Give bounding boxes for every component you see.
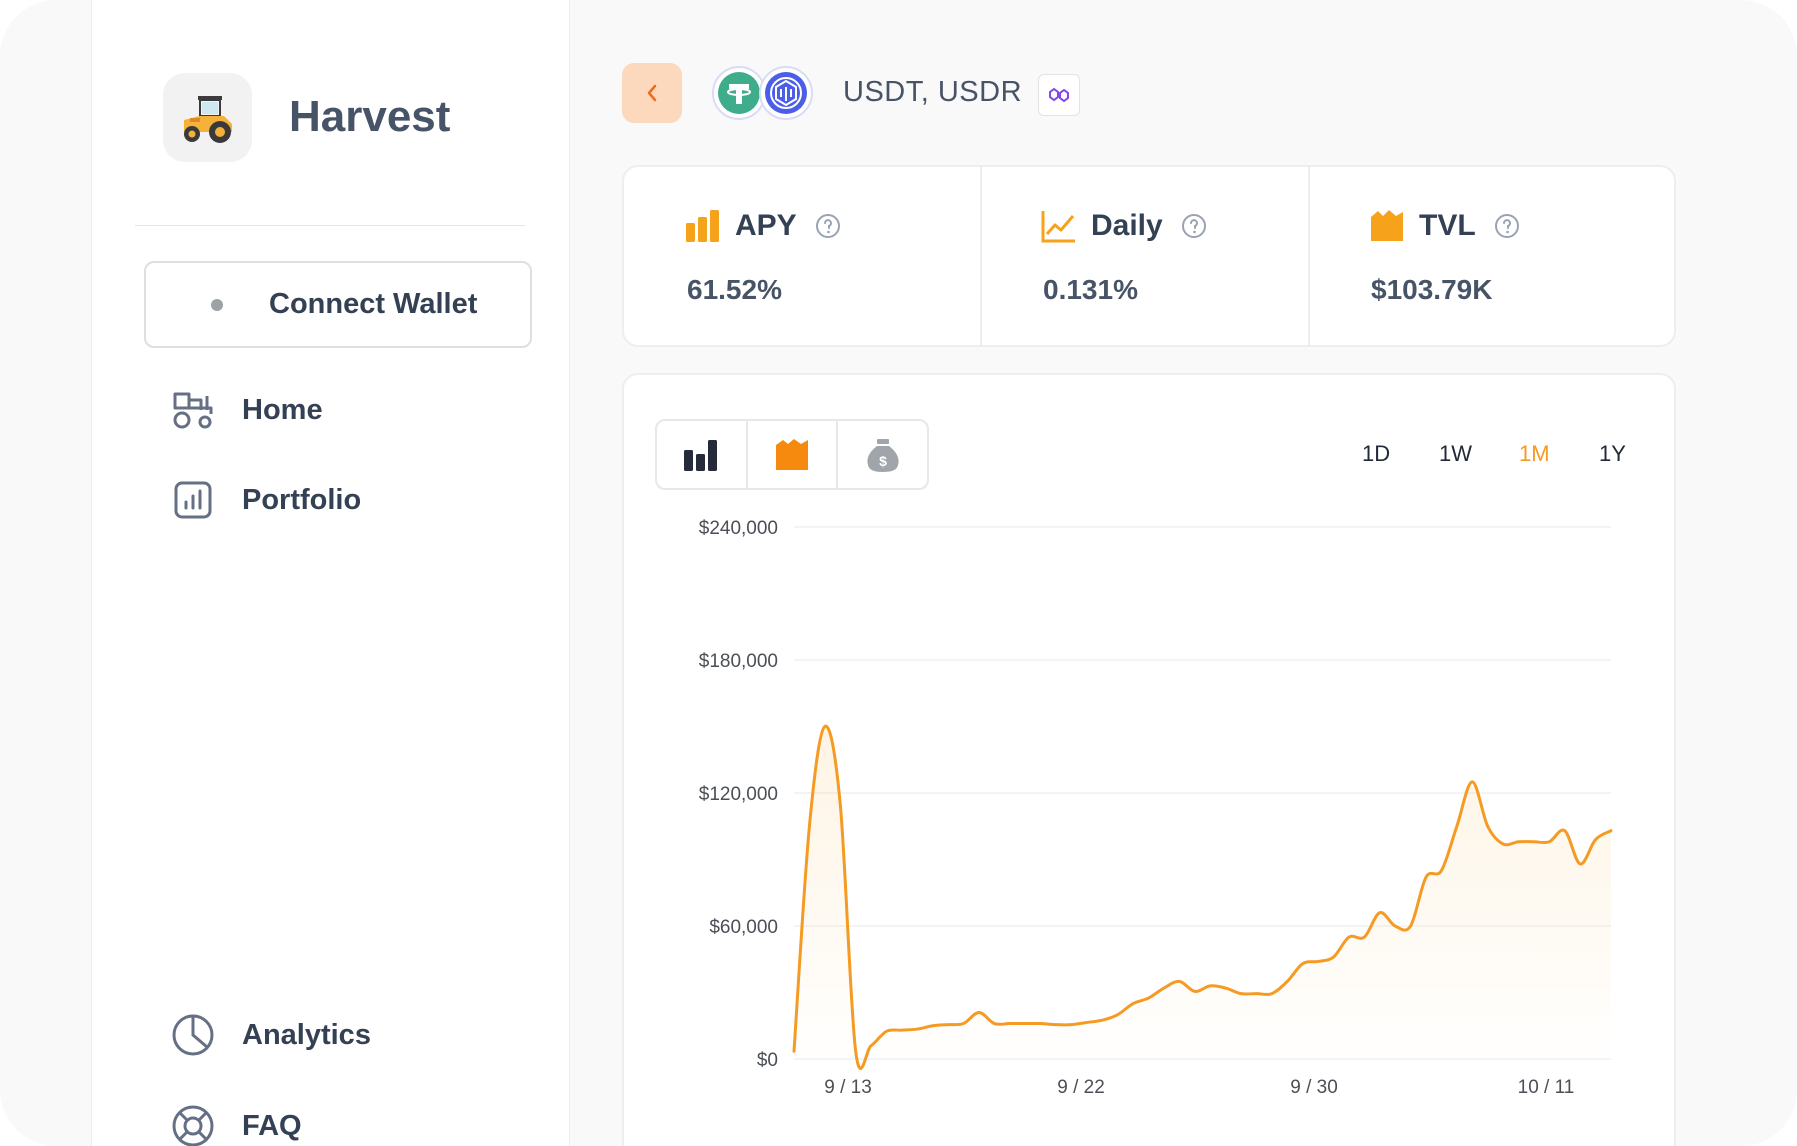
chain-badge[interactable]: [1038, 74, 1080, 116]
divider: [980, 167, 982, 345]
svg-text:$: $: [879, 453, 887, 469]
x-tick-label: 9 / 13: [824, 1077, 872, 1098]
money-bag-icon: $: [867, 438, 899, 472]
y-tick-label: $180,000: [699, 651, 778, 672]
series-area: [794, 726, 1611, 1069]
connect-wallet-label: Connect Wallet: [269, 288, 478, 320]
back-button[interactable]: [622, 63, 682, 123]
polygon-icon: [1049, 87, 1069, 103]
usdr-token-icon: [759, 66, 813, 120]
bar-chart-icon: [686, 210, 719, 242]
divider: [1308, 167, 1310, 345]
help-icon[interactable]: [815, 213, 841, 239]
sidebar-item-home[interactable]: Home: [171, 388, 323, 432]
x-tick-label: 10 / 11: [1518, 1077, 1575, 1098]
y-tick-label: $60,000: [709, 917, 778, 938]
tab-rewards[interactable]: $: [836, 421, 927, 488]
stat-label: Daily: [1091, 209, 1163, 242]
range-1w[interactable]: 1W: [1439, 441, 1472, 466]
range-1y[interactable]: 1Y: [1599, 441, 1626, 466]
stat-value: $103.79K: [1371, 274, 1493, 305]
tvl-tab-icon: [776, 438, 808, 470]
stat-label: TVL: [1419, 209, 1476, 242]
logo[interactable]: [163, 73, 252, 162]
usdt-token-icon: [712, 66, 766, 120]
sidebar-item-faq[interactable]: FAQ: [171, 1104, 302, 1146]
help-icon[interactable]: [1494, 213, 1520, 239]
sidebar-item-portfolio[interactable]: Portfolio: [171, 478, 361, 522]
line-chart-icon: [1041, 211, 1075, 243]
y-tick-label: $0: [757, 1050, 778, 1071]
status-dot: [211, 298, 223, 311]
x-axis: 9 / 13 9 / 22 9 / 30 10 / 11: [824, 1077, 1574, 1098]
tractor-icon: [171, 388, 215, 432]
stat-label: APY: [735, 209, 797, 242]
stat-value: 61.52%: [687, 274, 782, 305]
tab-tvl[interactable]: [745, 421, 837, 488]
bar-chart-icon: [171, 478, 215, 522]
stats-card: APY 61.52% Daily: [622, 165, 1676, 347]
x-tick-label: 9 / 30: [1290, 1077, 1338, 1098]
y-tick-label: $120,000: [699, 784, 778, 805]
pie-chart-icon: [171, 1013, 215, 1057]
sidebar-item-analytics[interactable]: Analytics: [171, 1013, 371, 1057]
y-axis: $240,000 $180,000 $120,000 $60,000 $0: [699, 518, 778, 1071]
sidebar-item-label: Portfolio: [242, 483, 362, 516]
pair-label: USDT, USDR: [843, 76, 1023, 108]
stat-value: 0.131%: [1043, 274, 1138, 305]
x-tick-label: 9 / 22: [1057, 1077, 1105, 1098]
series-line: [792, 724, 1613, 1070]
lifebuoy-icon: [171, 1104, 215, 1146]
y-tick-label: $240,000: [699, 518, 778, 539]
help-icon[interactable]: [1181, 213, 1207, 239]
stat-apy: APY 61.52%: [624, 167, 980, 345]
chart-card: $ 1D 1W 1M 1Y $240,000 $180,000 $120,000 $6…: [622, 373, 1676, 1146]
sidebar-item-label: Analytics: [242, 1018, 371, 1051]
stat-daily: Daily 0.131%: [980, 167, 1308, 345]
tvl-chart: $240,000 $180,000 $120,000 $60,000 $0 9 / 13…: [699, 518, 1613, 1098]
stat-tvl: TVL $103.79K: [1308, 167, 1676, 345]
connect-wallet-button[interactable]: Connect Wallet: [144, 261, 532, 348]
apy-tab-icon: [684, 439, 718, 471]
range-1d[interactable]: 1D: [1362, 441, 1391, 466]
divider: [135, 225, 525, 226]
sidebar-item-label: FAQ: [242, 1109, 302, 1142]
chart-type-tabs: $: [655, 419, 929, 490]
chevron-left-icon: [647, 84, 657, 102]
tab-apy[interactable]: [657, 421, 746, 488]
range-1m[interactable]: 1M: [1519, 441, 1550, 466]
sidebar-item-label: Home: [242, 393, 323, 426]
tractor-logo-icon: [183, 95, 232, 143]
wallet-icon: [1371, 210, 1403, 241]
brand-name: Harvest: [289, 92, 451, 141]
sidebar: Harvest Connect Wallet Home: [91, 0, 570, 1146]
